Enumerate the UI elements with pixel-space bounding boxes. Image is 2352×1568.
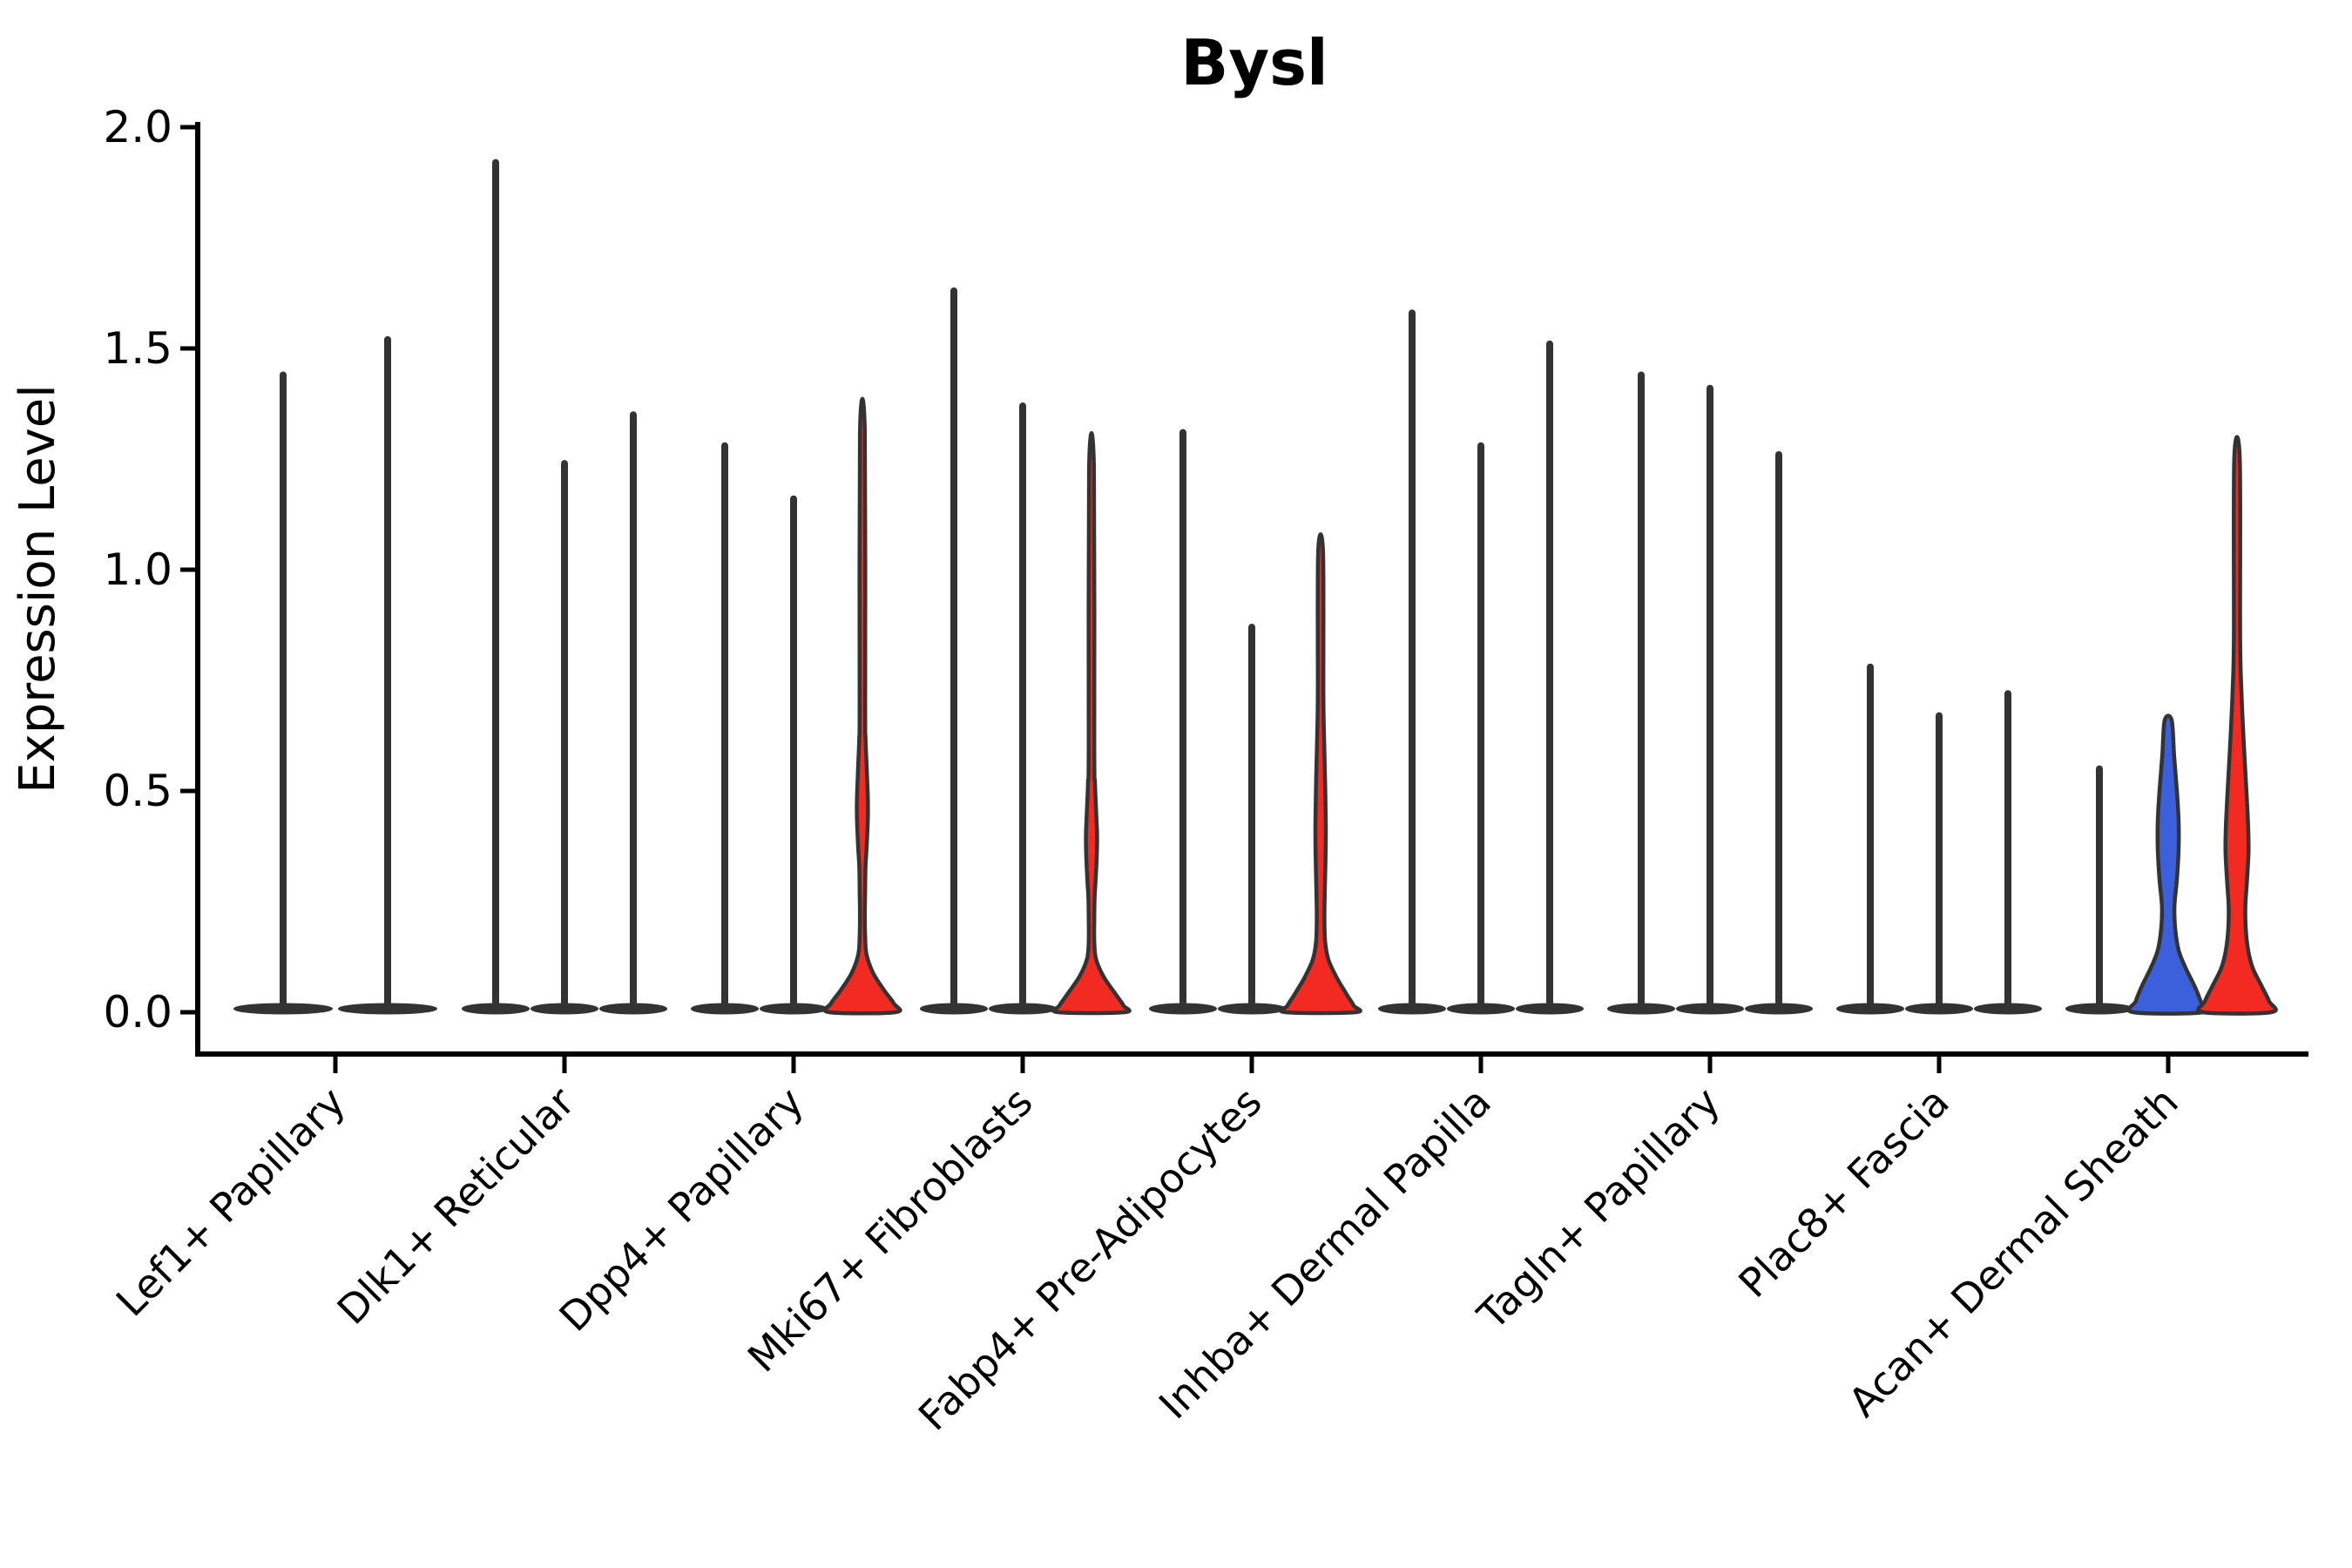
y-tick-label: 0.5 bbox=[103, 766, 172, 816]
chart-title: Bysl bbox=[1180, 26, 1328, 99]
violin-shape-red bbox=[1279, 532, 1362, 1016]
violins-layer bbox=[233, 159, 2278, 1016]
y-tick-label: 1.0 bbox=[103, 544, 172, 595]
x-tick-label: Dlk1+ Reticular bbox=[328, 1078, 584, 1334]
y-tick-label: 0.0 bbox=[103, 987, 172, 1037]
x-tick-label: Tagln+ Papillary bbox=[1468, 1078, 1729, 1340]
x-tick-label: Plac8+ Fascia bbox=[1729, 1078, 1957, 1307]
x-tick-label: Lef1+ Papillary bbox=[107, 1078, 355, 1326]
y-axis-label: Expression Level bbox=[10, 384, 66, 794]
violin-shape-red bbox=[2196, 435, 2278, 1016]
y-tick-label: 1.5 bbox=[103, 323, 172, 374]
x-tick-label: Dpp4+ Papillary bbox=[551, 1078, 813, 1341]
violin-shape-blue bbox=[2126, 713, 2210, 1016]
violin-shape-red bbox=[1051, 431, 1132, 1016]
axes-layer bbox=[180, 122, 2308, 1073]
violin-shape-red bbox=[822, 396, 902, 1016]
y-tick-label: 2.0 bbox=[103, 102, 172, 152]
